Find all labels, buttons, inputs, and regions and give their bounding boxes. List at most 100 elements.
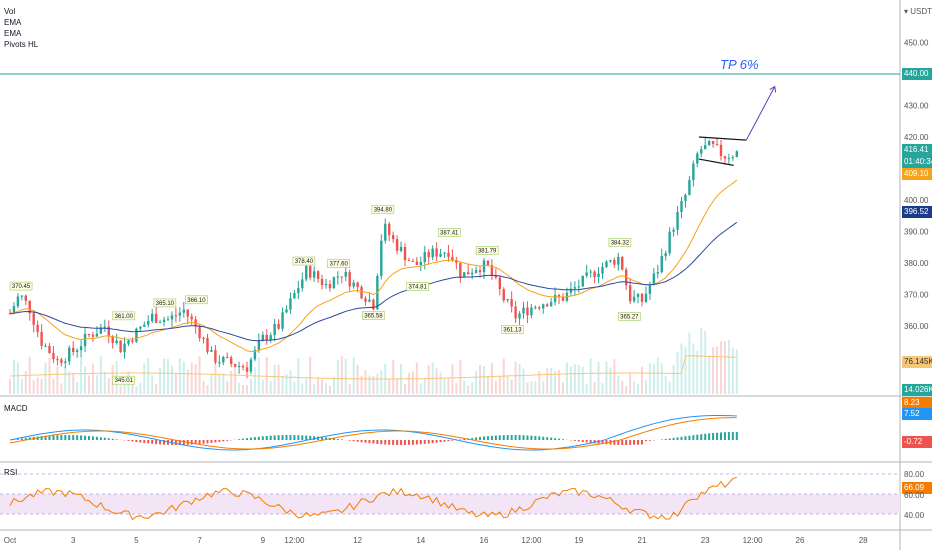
macd-line <box>9 415 737 451</box>
x-tick-label: 16 <box>480 536 489 545</box>
pivot-label: 366.10 <box>187 298 206 304</box>
macd-histogram-bar <box>76 435 79 440</box>
candle-body <box>151 313 154 322</box>
volume-bar <box>597 361 600 394</box>
candle-body <box>348 271 351 287</box>
macd-histogram-bar <box>554 438 557 440</box>
volume-bar <box>463 380 466 394</box>
macd-histogram-bar <box>214 440 217 443</box>
candle-body <box>415 261 419 265</box>
ema-fast-tag: 409.10 <box>902 168 932 180</box>
volume-bar <box>668 381 671 394</box>
macd-histogram-bar <box>392 440 395 445</box>
macd-histogram-bar <box>613 440 616 445</box>
candle-body <box>498 277 501 290</box>
candle-body <box>95 333 99 337</box>
candle-body <box>158 322 162 324</box>
candle-body <box>577 286 580 288</box>
x-axis-ticks: Oct 3 5 7 9 12:00 12 14 16 12:00 19 21 23 12:00 26 28 <box>4 536 868 545</box>
pivot-label: 365.27 <box>620 314 639 320</box>
candle-body <box>474 270 478 273</box>
macd-histogram-bar <box>198 440 201 445</box>
candle-body <box>395 239 399 251</box>
macd-histogram-bar <box>451 440 454 441</box>
candle-body <box>581 275 584 287</box>
macd-histogram-bar <box>72 435 75 440</box>
macd-histogram-bar <box>68 435 71 440</box>
indicator-vol-label[interactable]: Vol <box>4 7 16 16</box>
candle-body <box>75 350 79 352</box>
volume-bar <box>633 381 636 394</box>
candle-body <box>253 349 257 360</box>
macd-histogram-bar <box>490 435 493 440</box>
macd-histogram-bar <box>281 435 284 440</box>
candle-body <box>510 299 513 307</box>
candle-body <box>226 357 229 359</box>
macd-histogram-bar <box>159 440 162 445</box>
macd-histogram-bar <box>40 436 43 440</box>
candle-body <box>391 235 395 240</box>
candle-body <box>455 259 458 263</box>
indicator-ema-label[interactable]: EMA <box>4 18 22 27</box>
macd-histogram-bar <box>720 432 722 440</box>
volume-bar <box>617 375 620 394</box>
volume-bar <box>336 359 339 394</box>
candle-body <box>621 256 624 270</box>
macd-histogram-bar <box>364 440 367 443</box>
candle-body <box>182 309 185 313</box>
macd-histogram-bar <box>60 435 63 440</box>
candle-body <box>656 272 659 274</box>
volume-bar <box>644 380 647 394</box>
volume-bar <box>708 355 711 394</box>
tp-annotation[interactable]: TP 6% <box>720 57 759 72</box>
volume-bar <box>455 383 458 394</box>
x-tick-label: 23 <box>701 536 710 545</box>
volume-bar <box>297 358 300 394</box>
macd-histogram-bar <box>637 440 640 445</box>
macd-histogram-bar <box>601 440 604 445</box>
macd-histogram-bar <box>407 440 410 445</box>
volume-bar <box>471 382 474 394</box>
candle-body <box>672 229 675 232</box>
macd-histogram-bar <box>617 440 620 445</box>
macd-histogram-bar <box>107 438 110 440</box>
indicator-pivots-label[interactable]: Pivots HL <box>4 40 39 49</box>
volume-bar <box>364 370 367 394</box>
macd-histogram-bar <box>325 437 327 440</box>
macd-histogram-bar <box>376 440 379 444</box>
volume-bar <box>344 358 347 394</box>
candle-body <box>293 293 296 299</box>
volume-bar <box>123 381 126 394</box>
candle-body <box>103 326 106 328</box>
pivot-label: 394.80 <box>374 207 393 213</box>
volume-bar <box>526 382 529 394</box>
volume-bar <box>12 359 15 394</box>
volume-bar <box>234 363 237 394</box>
volume-bar <box>720 341 722 394</box>
rsi-pane-label[interactable]: RSI <box>4 468 18 477</box>
volume-bar <box>293 381 296 394</box>
candle-body <box>731 157 735 159</box>
volume-bar <box>731 348 734 394</box>
volume-bar <box>273 364 276 394</box>
macd-histogram-bar <box>514 435 517 440</box>
volume-bar <box>459 359 462 394</box>
flag-upper-line <box>698 136 747 141</box>
candle-body <box>660 256 663 273</box>
candle-body <box>44 345 47 347</box>
macd-histogram-bar <box>242 438 245 440</box>
x-tick-label: 12 <box>353 536 362 545</box>
candle-body <box>24 295 27 301</box>
volume-bar <box>593 381 596 394</box>
volume-bar <box>486 376 489 394</box>
candle-body <box>514 306 517 319</box>
macd-pane-label[interactable]: MACD <box>4 404 28 413</box>
volume-bar <box>688 332 691 394</box>
pivot-box <box>362 311 385 320</box>
candle-body <box>368 299 371 302</box>
indicator-ema-label-2[interactable]: EMA <box>4 29 22 38</box>
volume-bar <box>119 385 122 394</box>
volume-bar <box>538 371 541 394</box>
volume-bar <box>621 380 624 394</box>
candle-body <box>178 312 182 316</box>
